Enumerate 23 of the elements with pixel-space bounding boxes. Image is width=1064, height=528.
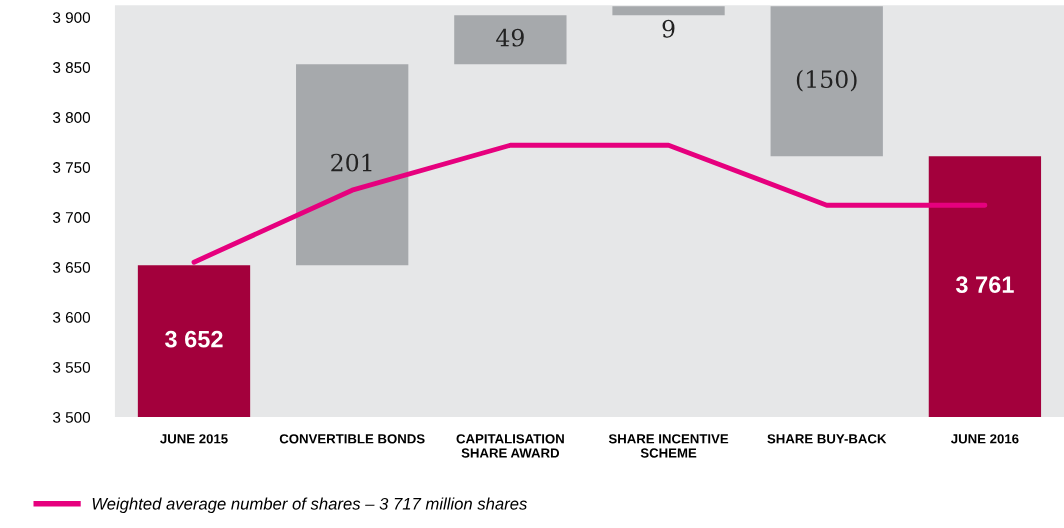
y-tick-label: 3 500 — [52, 411, 91, 423]
data-label: 3 652 — [165, 330, 223, 348]
x-tick-label: CONVERTIBLE BONDS — [279, 434, 425, 444]
x-tick-label: CAPITALISATION SHARE AWARD — [456, 434, 564, 458]
y-tick-label: 3 700 — [52, 212, 91, 223]
x-tick-label: SHARE BUY-BACK — [767, 434, 887, 444]
data-label: 49 — [496, 28, 524, 47]
y-tick-label: 3 650 — [52, 262, 91, 273]
y-tick-label: 3 750 — [52, 162, 91, 173]
line-series — [191, 142, 988, 265]
data-label: (150) — [796, 69, 857, 92]
y-tick-label: 3 850 — [52, 62, 91, 73]
x-tick-label: SHARE INCENTIVE SCHEME — [608, 434, 729, 458]
x-tick-label: JUNE 2015 — [160, 434, 228, 444]
data-label: 201 — [331, 153, 372, 172]
data-label: 3 761 — [955, 276, 1014, 294]
y-tick-label: 3 800 — [52, 112, 91, 123]
legend-label: Weighted average number of shares – 3 717 million shares — [92, 497, 527, 513]
x-tick-label: JUNE 2016 — [951, 434, 1019, 444]
y-tick-label: 3 900 — [52, 12, 91, 23]
y-tick-label: 3 600 — [52, 312, 91, 323]
y-tick-label: 3 550 — [52, 362, 91, 373]
data-label: 9 — [662, 19, 675, 38]
